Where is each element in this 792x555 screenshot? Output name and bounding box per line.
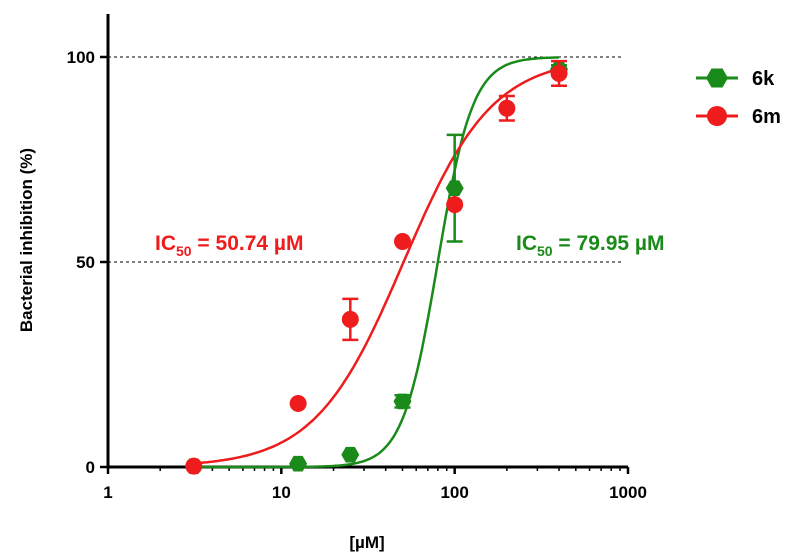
x-tick-label: 1000 — [609, 483, 647, 502]
legend-marker-6m — [707, 106, 727, 126]
fit-curves — [193, 56, 560, 469]
ic50-annotation-6m: IC50 = 50.74 µM — [155, 232, 304, 259]
legend: 6k 6m — [696, 68, 781, 128]
x-axis-label: [µM] — [349, 533, 384, 552]
axis-ticks: 1 10 100 1000 0 50 100 — [67, 48, 647, 502]
legend-label-6m: 6m — [752, 106, 781, 128]
data-point-6k — [289, 455, 308, 472]
data-point-6m — [498, 99, 516, 117]
axes — [106, 14, 628, 469]
reference-lines — [108, 56, 623, 263]
y-tick-label: 0 — [86, 458, 95, 477]
data-point-6m — [446, 196, 464, 214]
data-point-6m — [289, 394, 307, 412]
fit-curve-6m — [193, 67, 560, 465]
data-point-6m — [185, 457, 203, 475]
fit-curve-6k — [193, 56, 560, 469]
data-point-6m — [341, 310, 359, 328]
data-point-6k — [341, 446, 360, 463]
data-point-6m — [393, 233, 411, 250]
data-points — [184, 59, 568, 475]
ic50-annotation-6k: IC50 = 79.95 µM — [516, 232, 665, 259]
x-tick-label: 10 — [272, 483, 291, 502]
data-point-6k — [445, 180, 464, 196]
data-point-6m — [550, 64, 568, 82]
x-tick-label: 1 — [103, 483, 112, 502]
y-tick-label: 100 — [67, 48, 95, 67]
legend-marker-6k — [706, 68, 728, 88]
data-point-6k — [393, 393, 412, 410]
x-tick-label: 100 — [440, 483, 468, 502]
legend-label-6k: 6k — [752, 68, 775, 90]
y-tick-label: 50 — [76, 253, 95, 272]
y-axis-label: Bacterial inhibition (%) — [17, 148, 36, 332]
